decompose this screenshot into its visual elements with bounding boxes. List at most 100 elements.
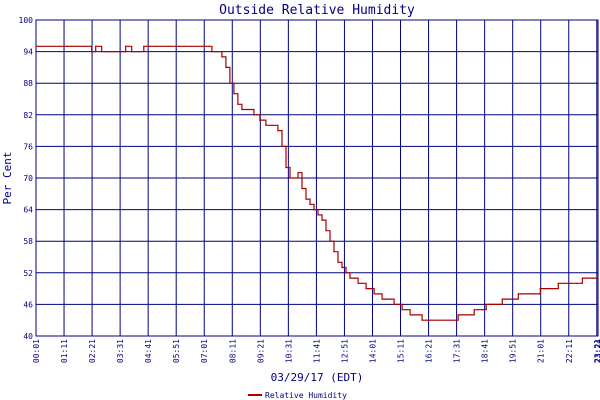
data-point [179, 45, 181, 47]
y-tick-label: 52 [23, 269, 33, 278]
data-point [429, 319, 431, 321]
data-point [527, 293, 529, 295]
data-point [501, 298, 503, 300]
data-point [377, 293, 379, 295]
data-point [119, 51, 121, 53]
x-tick-label: 14:01 [368, 339, 377, 363]
data-point [445, 319, 447, 321]
x-tick-label: 11:41 [312, 339, 321, 363]
series-line-0 [36, 45, 598, 321]
data-point [67, 45, 69, 47]
x-tick-label: 17:31 [453, 339, 462, 363]
x-tick-labels: 00:01 01:11 02:21 03:31 04:41 05:51 07:01 08:11… [32, 339, 600, 363]
data-point [221, 56, 223, 58]
data-point [345, 272, 347, 274]
data-point [79, 45, 81, 47]
x-tick-label: 23:21 [593, 339, 600, 363]
x-tick-label: 16:21 [425, 339, 434, 363]
x-tick-label: 23:24 [594, 339, 600, 363]
data-point [563, 282, 566, 284]
data-point [297, 172, 299, 174]
data-point [285, 166, 287, 169]
x-tick-label: 03:31 [116, 339, 125, 363]
data-point [333, 251, 335, 253]
data-point [341, 266, 343, 269]
data-point [397, 303, 399, 305]
data-point [381, 298, 383, 300]
data-point [489, 303, 491, 305]
data-point [401, 309, 403, 311]
data-point [329, 240, 331, 242]
data-point [349, 277, 351, 279]
x-tick-label: 12:51 [340, 339, 349, 363]
data-point [237, 103, 239, 105]
data-point [505, 298, 507, 300]
data-point [517, 293, 519, 295]
y-tick-labels: 40 46 52 58 64 70 76 82 88 94 100 [19, 16, 34, 341]
data-point [63, 45, 65, 47]
data-point [217, 51, 219, 53]
data-point [35, 45, 37, 47]
legend: Relative Humidity [248, 391, 347, 400]
data-point [457, 314, 459, 316]
data-point [533, 293, 535, 295]
data-point [481, 309, 483, 311]
x-tick-label: 02:21 [88, 339, 97, 363]
data-point [211, 51, 213, 53]
data-point [137, 51, 139, 53]
data-point [317, 214, 319, 216]
data-point [509, 298, 511, 300]
data-point [369, 288, 371, 290]
data-point [441, 319, 443, 321]
data-point [225, 66, 227, 68]
y-tick-label: 64 [23, 206, 33, 215]
data-point [281, 145, 283, 147]
y-tick-label: 58 [23, 237, 33, 246]
data-point [353, 277, 355, 279]
data-point [101, 51, 103, 53]
data-point [143, 45, 145, 47]
data-point [569, 282, 572, 284]
x-tick-label: 09:21 [256, 339, 265, 363]
data-point [71, 45, 73, 47]
x-tick-label: 05:51 [172, 339, 181, 363]
data-point [591, 277, 594, 279]
x-tick-label: 21:01 [537, 339, 546, 363]
series-group [35, 45, 599, 321]
data-point [277, 130, 279, 132]
data-point [83, 45, 85, 47]
data-point [581, 277, 584, 279]
y-tick-label: 40 [23, 332, 33, 341]
data-point [107, 51, 109, 53]
data-point [521, 293, 523, 295]
x-axis-label: 03/29/17 (EDT) [271, 371, 364, 384]
data-point [309, 203, 311, 205]
x-tick-label: 19:51 [509, 339, 518, 363]
x-tick-label: 04:41 [144, 339, 153, 363]
data-point [191, 45, 193, 47]
data-point [393, 303, 395, 305]
y-tick-label: 94 [23, 48, 33, 57]
data-point [361, 282, 363, 284]
data-point [289, 177, 291, 179]
data-point [149, 45, 151, 47]
data-point [293, 177, 295, 179]
data-point [575, 282, 578, 284]
data-point [465, 314, 467, 316]
data-point [469, 314, 471, 316]
data-point [449, 319, 451, 321]
data-point [437, 319, 439, 321]
data-point [125, 45, 127, 47]
x-tick-label: 22:11 [565, 339, 574, 363]
grid-lines [35, 19, 599, 337]
data-point [409, 314, 411, 316]
data-point [473, 309, 475, 311]
data-point [259, 119, 261, 121]
data-point [513, 298, 515, 300]
data-point [497, 303, 499, 305]
data-point [477, 309, 479, 311]
data-point [493, 303, 495, 305]
data-point [557, 282, 559, 284]
data-point [203, 45, 205, 47]
